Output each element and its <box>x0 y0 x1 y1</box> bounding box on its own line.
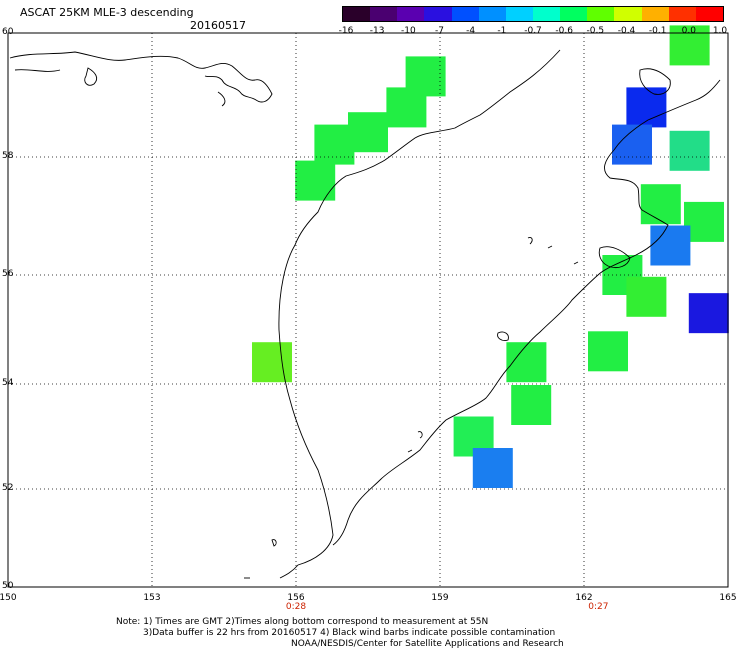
colorbar-segment <box>424 7 452 21</box>
wind-cell <box>669 130 710 171</box>
longitude-label: 165 <box>719 593 737 603</box>
colorbar-segment <box>614 7 642 21</box>
latitude-label: 60 <box>2 27 14 37</box>
colorbar-label: -16 <box>338 26 354 36</box>
colorbar-segment <box>478 7 506 21</box>
colorbar-label: -0.4 <box>617 26 636 36</box>
latitude-label: 50 <box>2 581 14 591</box>
colorbar-segment <box>532 7 561 21</box>
colorbar-label: 1.0 <box>712 26 728 36</box>
wind-cell <box>640 184 681 225</box>
map-title: ASCAT 25KM MLE-3 descending <box>20 6 194 19</box>
colorbar-segment <box>668 7 696 21</box>
wind-cell <box>650 225 691 266</box>
colorbar-segment <box>695 7 723 21</box>
colorbar <box>342 6 724 22</box>
latitude-label: 52 <box>2 483 14 493</box>
colorbar-segment <box>505 7 533 21</box>
longitude-label: 150 <box>0 593 17 603</box>
colorbar-label: -0.7 <box>524 26 542 36</box>
footer-note-3: NOAA/NESDIS/Center for Satellite Applica… <box>291 639 564 649</box>
wind-cell <box>252 342 292 383</box>
wind-cell <box>626 276 667 317</box>
footer-note-2: 3)Data buffer is 22 hrs from 20160517 4)… <box>143 628 556 638</box>
wind-cell <box>348 112 388 153</box>
time-label: 0:27 <box>588 602 609 612</box>
colorbar-label: -13 <box>369 26 385 36</box>
longitude-label: 153 <box>143 593 161 603</box>
wind-cell <box>511 385 552 425</box>
wind-cell <box>314 124 355 165</box>
footer-note-1: Note: 1) Times are GMT 2)Times along bot… <box>116 617 489 627</box>
colorbar-label: -1 <box>497 26 507 36</box>
wind-cell <box>684 201 724 242</box>
longitude-label: 156 <box>287 593 305 603</box>
wind-cell <box>386 87 427 128</box>
latitude-label: 56 <box>2 269 14 279</box>
colorbar-segment <box>370 7 398 21</box>
colorbar-label: -0.5 <box>586 26 605 36</box>
latitude-label: 54 <box>2 378 14 388</box>
grid-layer <box>7 32 729 588</box>
latitude-label: 58 <box>2 151 14 161</box>
colorbar-label: -7 <box>435 26 444 36</box>
colorbar-segment <box>587 7 615 21</box>
colorbar-segment <box>397 7 425 21</box>
map-frame <box>7 32 729 588</box>
wind-cell <box>669 25 710 66</box>
wind-cell <box>472 448 513 488</box>
wind-cells-layer <box>252 25 729 488</box>
colorbar-label: 0.0 <box>681 26 696 36</box>
map-date: 20160517 <box>190 19 246 32</box>
longitude-label: 162 <box>575 593 593 603</box>
colorbar-label: -10 <box>400 26 416 36</box>
colorbar-segment <box>343 7 371 21</box>
colorbar-segment <box>560 7 588 21</box>
colorbar-segment <box>451 7 479 21</box>
colorbar-label: -0.6 <box>555 26 573 36</box>
wind-cell <box>295 160 336 201</box>
wind-cell <box>688 293 729 334</box>
colorbar-segment <box>641 7 669 21</box>
coastline <box>9 49 721 579</box>
wind-cell <box>588 331 628 372</box>
longitude-label: 159 <box>431 593 449 603</box>
colorbar-label: -4 <box>466 26 476 36</box>
time-label: 0:28 <box>285 602 307 612</box>
colorbar-label: -0.1 <box>648 26 667 36</box>
